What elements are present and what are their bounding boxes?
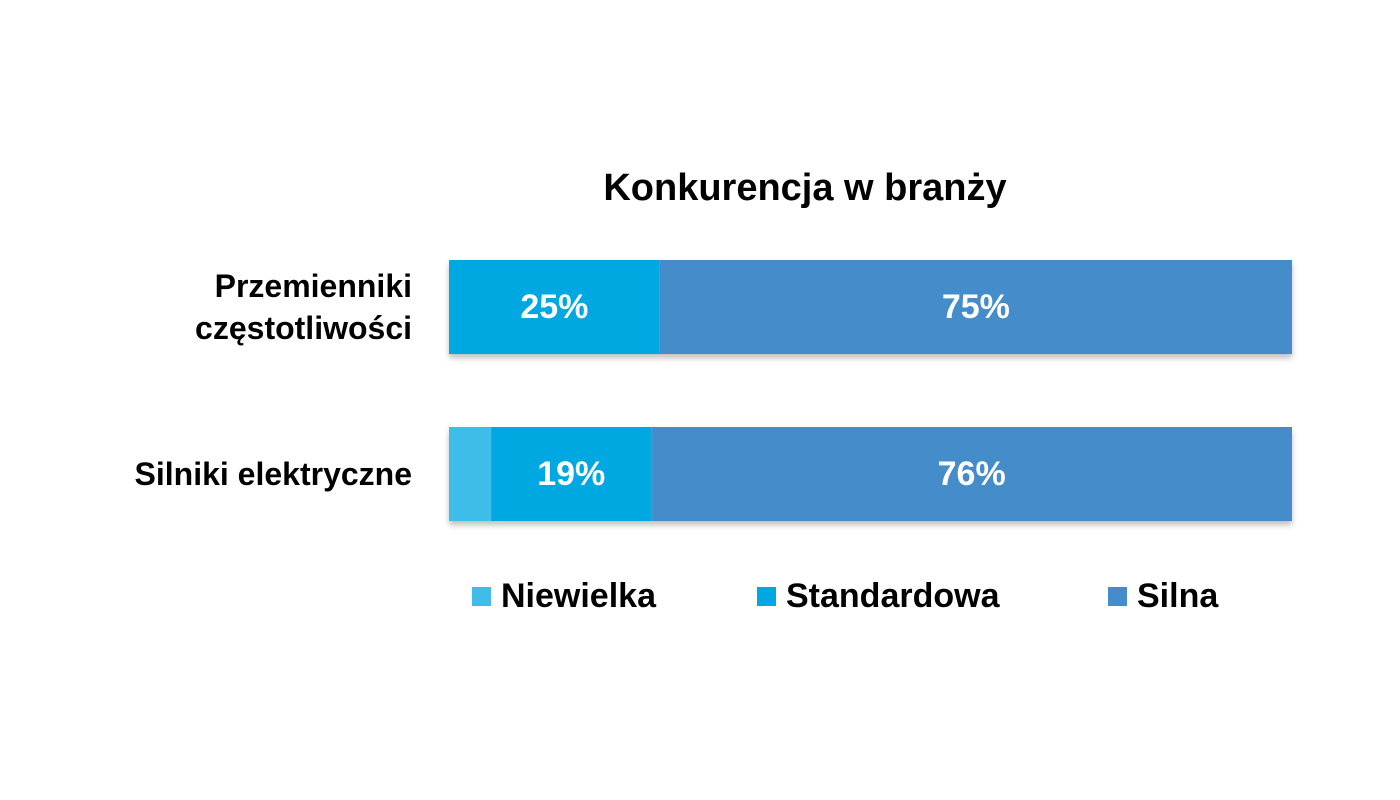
legend-swatch — [1108, 587, 1127, 606]
value-label: 19% — [537, 455, 605, 493]
bar-segment — [449, 260, 660, 354]
bar-segment — [659, 260, 1292, 354]
legend-swatch — [472, 587, 491, 606]
category-label: Przemienniki częstotliwości — [195, 268, 412, 346]
legend-swatch — [757, 587, 776, 606]
bar-segment — [449, 427, 492, 521]
legend-label: Silna — [1137, 577, 1219, 615]
bar-segment — [491, 427, 652, 521]
chart-title: Konkurencja w branży — [603, 167, 1006, 209]
category-label: Silniki elektryczne — [134, 456, 412, 492]
bar-group — [449, 260, 1292, 354]
value-label: 76% — [938, 455, 1006, 493]
legend-label: Niewielka — [501, 577, 657, 615]
bar-group — [449, 427, 1292, 521]
bar-segment — [651, 427, 1292, 521]
value-label: 75% — [942, 288, 1010, 326]
value-label: 25% — [520, 288, 588, 326]
legend-label: Standardowa — [786, 577, 1001, 615]
